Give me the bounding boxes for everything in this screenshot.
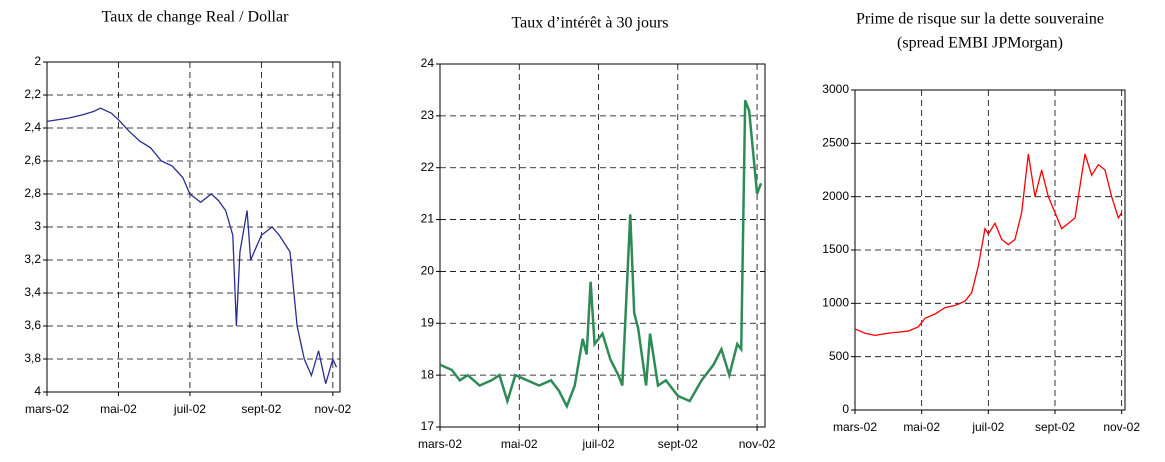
chart-title: Prime de risque sur la dette souveraine [856,11,1104,28]
y-tick-label: 20 [421,264,435,278]
plot-frame [439,63,766,428]
x-tick-label: sept-02 [241,402,281,416]
y-tick-label: 17 [421,419,435,433]
y-tick-label: 4 [34,384,41,398]
y-tick-label: 3,2 [24,252,41,266]
y-tick-label: 3,6 [24,318,41,332]
data-line [46,107,338,384]
y-tick-label: 2,2 [24,87,41,101]
x-tick-label: mars-02 [25,402,69,416]
x-tick-label: juil-02 [582,437,615,451]
chart-title: Taux d’intérêt à 30 jours [511,15,668,32]
x-tick-label: mars-02 [833,420,877,434]
x-tick-label: juil-02 [173,402,206,416]
y-tick-label: 2,4 [24,120,41,134]
chart-subtitle: (spread EMBI JPMorgan) [897,35,1063,52]
y-tick-label: 22 [421,160,435,174]
y-tick-label: 2500 [822,136,849,150]
y-tick-label: 2,8 [24,186,41,200]
y-tick-label: 18 [421,367,435,381]
x-tick-label: sept-02 [1035,420,1075,434]
y-tick-label: 3 [34,219,41,233]
x-tick-label: mars-02 [418,437,462,451]
y-tick-label: 2 [34,54,41,68]
x-tick-label: juil-02 [971,420,1004,434]
y-tick-label: 1500 [822,242,849,256]
y-tick-label: 21 [421,212,435,226]
x-tick-label: mai-02 [501,437,538,451]
y-tick-label: 2,6 [24,153,41,167]
y-tick-label: 2000 [822,189,849,203]
y-tick-label: 3000 [822,82,849,96]
y-tick-label: 1000 [822,296,849,310]
y-tick-label: 19 [421,315,435,329]
y-tick-label: 0 [842,402,849,416]
y-tick-label: 3,4 [24,285,41,299]
y-tick-label: 23 [421,108,435,122]
y-tick-label: 3,8 [24,351,41,365]
x-tick-label: mai-02 [100,402,137,416]
y-tick-label: 24 [421,56,435,70]
chart-title: Taux de change Real / Dollar [102,9,289,26]
x-tick-label: sept-02 [658,437,698,451]
data-line [854,153,1123,336]
x-tick-label: nov-02 [739,437,776,451]
x-tick-label: nov-02 [315,402,352,416]
y-tick-label: 500 [829,349,849,363]
data-line [439,99,763,410]
x-tick-label: nov-02 [1103,420,1140,434]
x-tick-label: mai-02 [903,420,940,434]
